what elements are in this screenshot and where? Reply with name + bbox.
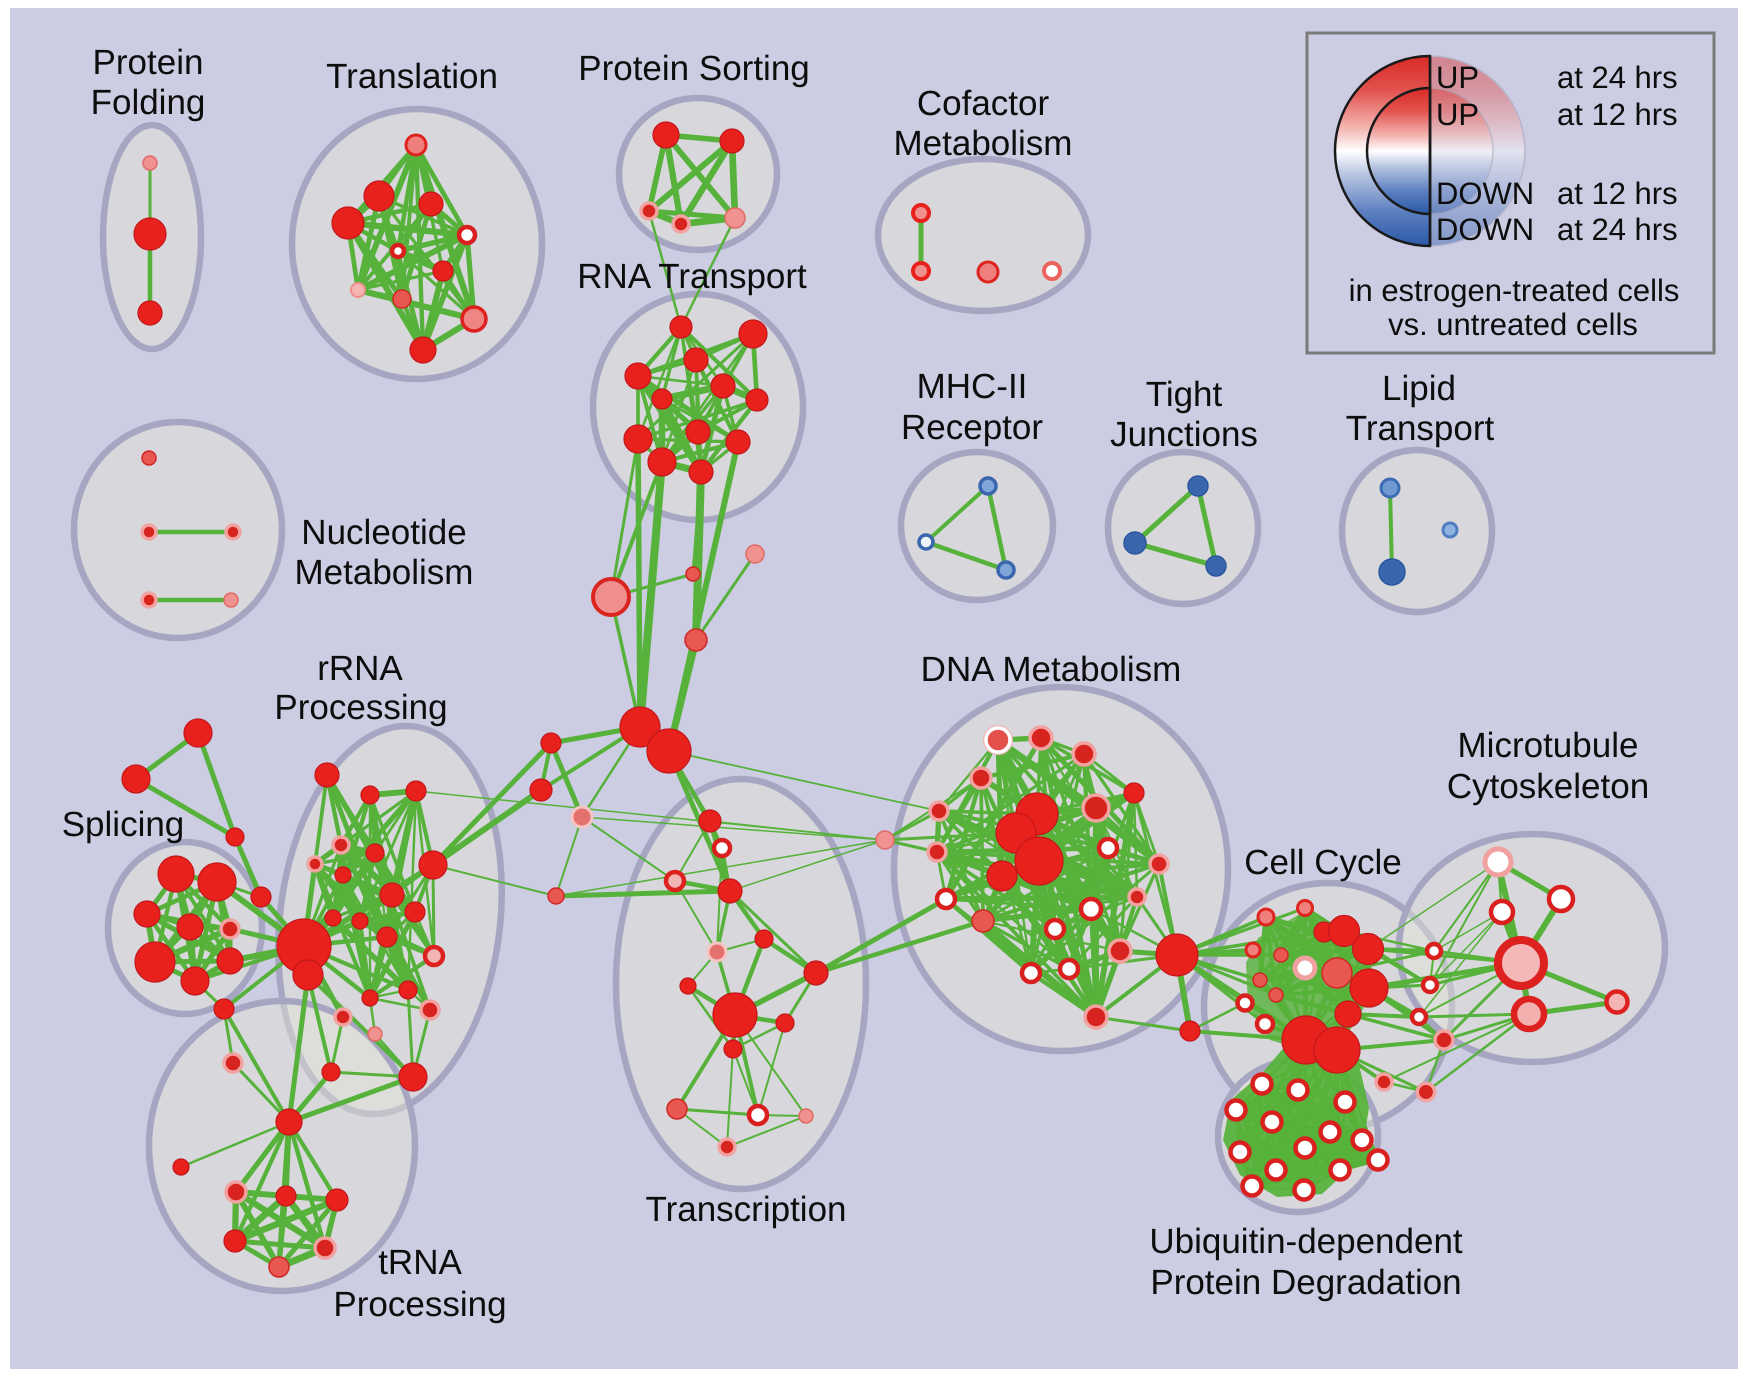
svg-text:Splicing: Splicing [62,805,185,844]
svg-text:RNA Transport: RNA Transport [577,257,807,296]
svg-text:in estrogen-treated cells: in estrogen-treated cells [1349,273,1680,308]
svg-text:at 12 hrs: at 12 hrs [1557,176,1678,211]
svg-text:rRNA: rRNA [317,649,403,688]
svg-text:Protein Sorting: Protein Sorting [578,49,810,88]
svg-text:Tight: Tight [1146,375,1223,414]
svg-text:Transcription: Transcription [646,1190,847,1229]
svg-text:at 24 hrs: at 24 hrs [1557,60,1678,95]
svg-text:vs. untreated cells: vs. untreated cells [1388,307,1638,342]
svg-text:at 24 hrs: at 24 hrs [1557,212,1678,247]
svg-text:DOWN: DOWN [1436,176,1534,211]
svg-text:Cell Cycle: Cell Cycle [1244,843,1402,882]
svg-text:Processing: Processing [333,1285,506,1324]
svg-text:UP: UP [1436,97,1479,132]
svg-text:Ubiquitin-dependent: Ubiquitin-dependent [1149,1222,1463,1261]
svg-text:Transport: Transport [1346,409,1495,448]
svg-text:Processing: Processing [274,688,447,727]
svg-text:Translation: Translation [326,57,498,96]
svg-text:UP: UP [1436,60,1479,95]
svg-text:tRNA: tRNA [378,1243,462,1282]
svg-text:Metabolism: Metabolism [894,124,1073,163]
svg-text:Cofactor: Cofactor [917,84,1050,123]
svg-text:MHC-II: MHC-II [917,367,1028,406]
svg-text:DOWN: DOWN [1436,212,1534,247]
svg-text:DNA Metabolism: DNA Metabolism [921,650,1182,689]
svg-text:Folding: Folding [91,83,206,122]
svg-text:Protein Degradation: Protein Degradation [1150,1263,1461,1302]
svg-text:Protein: Protein [93,43,204,82]
svg-text:Microtubule: Microtubule [1458,726,1639,765]
svg-text:Nucleotide: Nucleotide [301,513,466,552]
svg-text:Lipid: Lipid [1382,369,1456,408]
svg-text:Receptor: Receptor [901,408,1043,447]
svg-text:Metabolism: Metabolism [295,553,474,592]
svg-text:at 12 hrs: at 12 hrs [1557,97,1678,132]
svg-text:Cytoskeleton: Cytoskeleton [1447,767,1649,806]
svg-text:Junctions: Junctions [1110,415,1258,454]
